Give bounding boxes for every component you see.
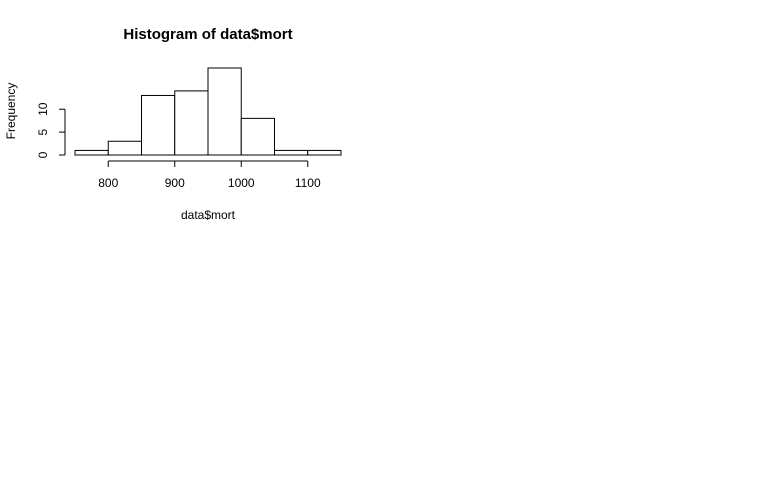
x-tick-label-900: 900 xyxy=(165,176,185,190)
x-tick-label-1100: 1100 xyxy=(295,176,321,190)
histogram-bar-1 xyxy=(107,140,142,156)
histogram-bar-0 xyxy=(74,149,109,156)
histogram-bar-7 xyxy=(307,149,342,156)
y-tick-label-5: 5 xyxy=(36,128,50,135)
x-axis: 800 900 1000 1100 xyxy=(98,160,321,190)
y-axis-label: Frequency xyxy=(4,83,18,140)
x-tick-label-1000: 1000 xyxy=(228,176,255,190)
histogram-bar-3 xyxy=(174,90,209,156)
x-axis-label: data$mort xyxy=(181,208,236,222)
y-tick-label-10: 10 xyxy=(36,102,50,116)
y-axis: 0 5 10 xyxy=(36,102,66,158)
histogram-bar-5 xyxy=(240,117,275,156)
histogram-bar-2 xyxy=(141,94,176,156)
chart-title: Histogram of data$mort xyxy=(123,26,292,43)
histogram-bars xyxy=(74,67,342,156)
x-tick-label-800: 800 xyxy=(98,176,118,190)
histogram-bar-6 xyxy=(274,149,309,156)
y-tick-label-0: 0 xyxy=(36,151,50,158)
histogram-bar-4 xyxy=(207,67,242,156)
